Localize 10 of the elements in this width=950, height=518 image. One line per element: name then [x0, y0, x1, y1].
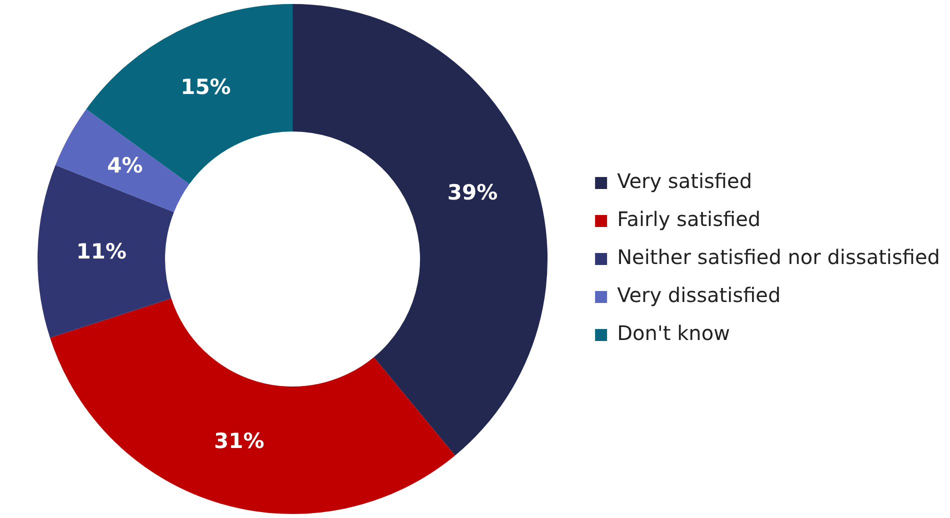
data-label: 11% — [76, 239, 127, 264]
data-label: 15% — [180, 75, 231, 100]
legend-label: Very satisfied — [617, 169, 752, 194]
legend-label: Neither satisfied nor dissatisfied — [617, 245, 940, 270]
legend-label: Don't know — [617, 321, 730, 346]
legend-label: Fairly satisfied — [617, 207, 761, 232]
legend-label: Very dissatisfied — [617, 283, 781, 308]
data-label: 31% — [214, 429, 264, 454]
data-label: 4% — [107, 153, 143, 178]
data-label: 39% — [447, 180, 498, 205]
